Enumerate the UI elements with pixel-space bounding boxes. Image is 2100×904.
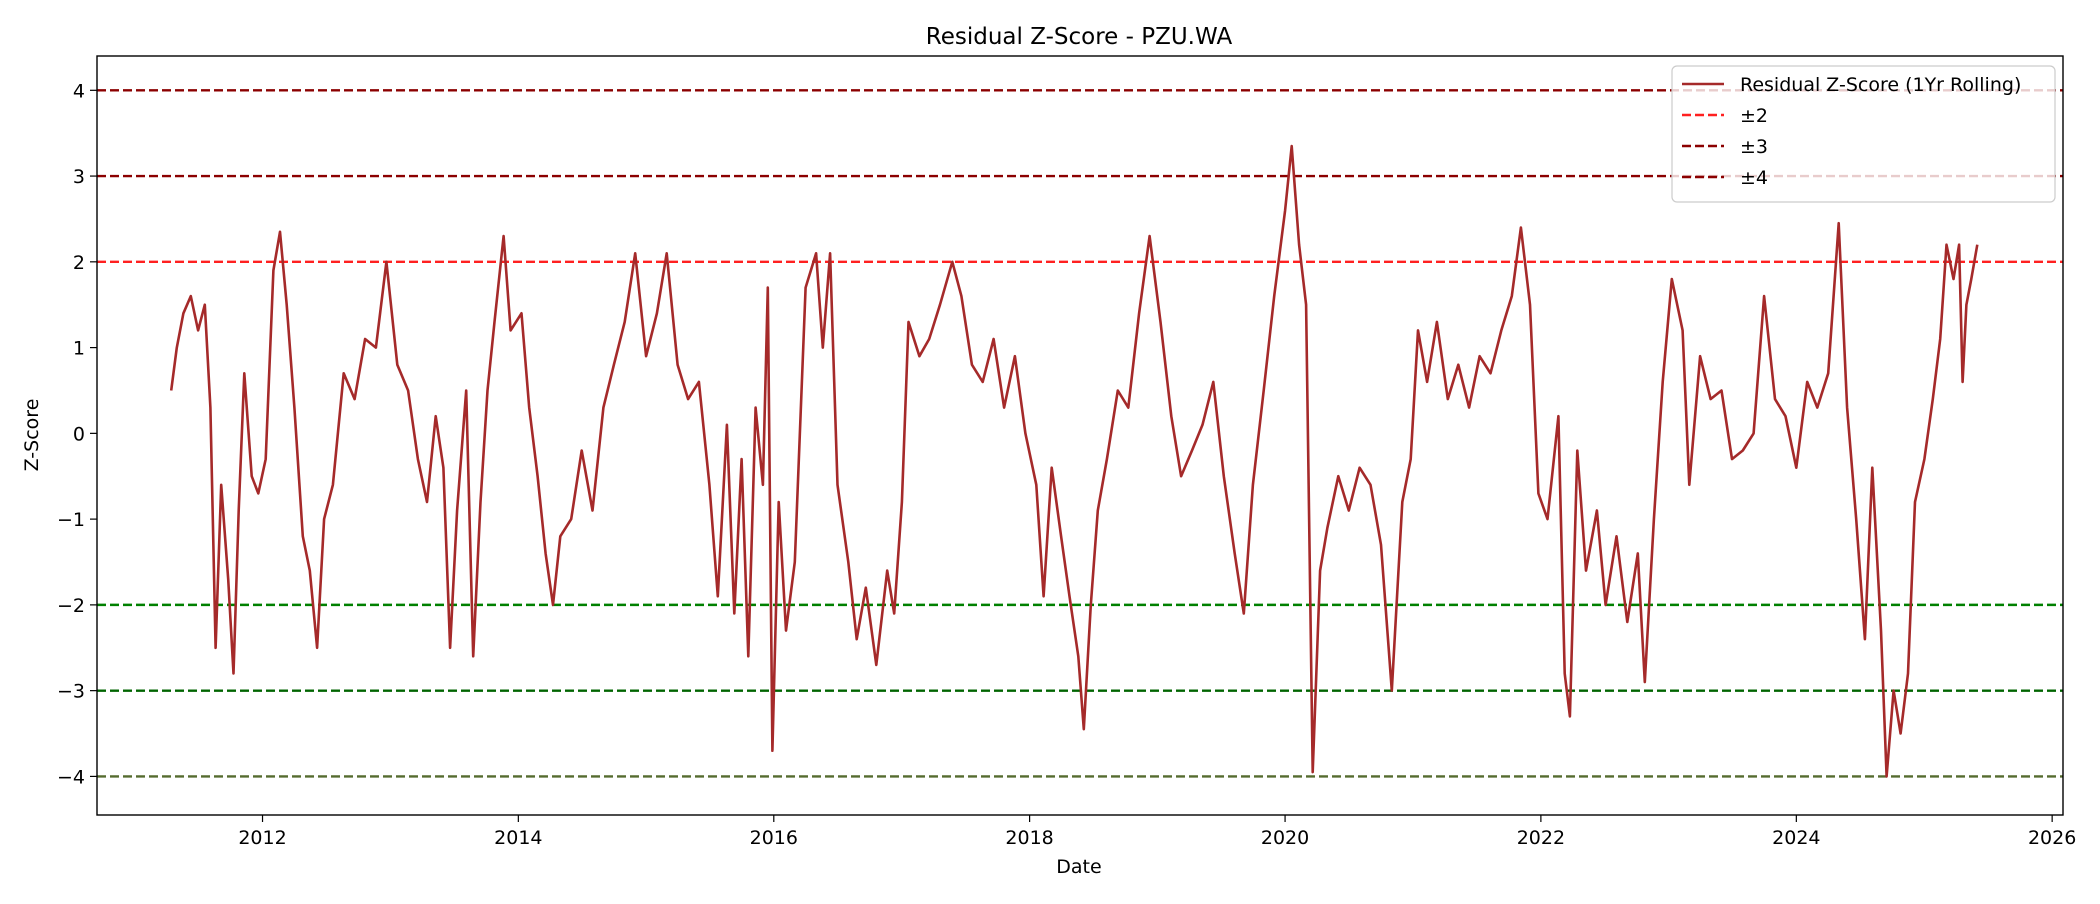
x-tick-label: 2018	[1005, 827, 1053, 849]
plot-frame	[96, 55, 2064, 816]
legend-label: ±2	[1740, 105, 1768, 127]
chart-title: Residual Z-Score - PZU.WA	[926, 24, 1233, 50]
legend-box	[1671, 65, 2056, 203]
x-axis-ticks: 2012 2014 2016 2018 2020 2022 2024 2026	[238, 815, 2076, 849]
series-line	[169, 144, 1979, 778]
y-tick-label: −4	[57, 766, 85, 788]
y-axis-label: Z-Score	[21, 399, 43, 472]
y-tick-label: 1	[73, 338, 85, 360]
x-tick-label: 2022	[1517, 827, 1565, 849]
y-tick-label: 3	[73, 166, 85, 188]
x-tick-label: 2014	[494, 827, 542, 849]
y-tick-label: 4	[73, 80, 85, 102]
x-tick-label: 2016	[750, 827, 798, 849]
y-tick-label: −2	[57, 595, 85, 617]
legend: Residual Z-Score (1Yr Rolling) ±2 ±3 ±4	[1671, 65, 2056, 203]
legend-label: ±3	[1740, 136, 1768, 158]
y-tick-label: −1	[57, 509, 85, 531]
y-tick-label: 0	[73, 423, 85, 445]
x-axis-label: Date	[1056, 856, 1101, 878]
y-tick-label: −3	[57, 681, 85, 703]
x-tick-label: 2026	[2028, 827, 2076, 849]
x-tick-label: 2020	[1261, 827, 1309, 849]
x-tick-label: 2012	[238, 827, 286, 849]
legend-label: Residual Z-Score (1Yr Rolling)	[1740, 74, 2021, 96]
y-tick-label: 2	[73, 252, 85, 274]
x-tick-label: 2024	[1772, 827, 1820, 849]
y-axis-ticks: 4 3 2 1 0 −1 −2 −3 −4	[57, 80, 97, 788]
legend-label: ±4	[1740, 167, 1768, 189]
